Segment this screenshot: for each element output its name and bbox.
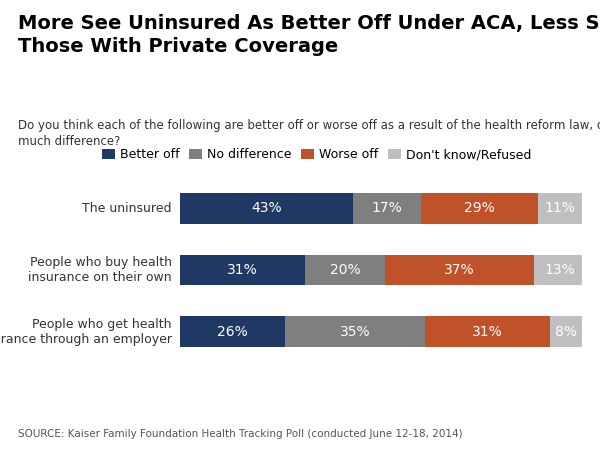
Legend: Better off, No difference, Worse off, Don't know/Refused: Better off, No difference, Worse off, Do… [102,148,531,161]
Text: More See Uninsured As Better Off Under ACA, Less So For
Those With Private Cover: More See Uninsured As Better Off Under A… [18,14,600,56]
Bar [421,193,538,224]
Text: 8%: 8% [555,325,577,339]
Bar [284,316,425,347]
Text: People who get health
insurance through an employer: People who get health insurance through … [0,318,172,346]
Text: People who buy health
insurance on their own: People who buy health insurance on their… [28,256,172,284]
Bar [385,255,534,285]
Text: KAISER: KAISER [524,412,562,421]
Bar [305,255,385,285]
Bar [534,255,586,285]
Text: 26%: 26% [217,325,248,339]
Text: Do you think each of the following are better off or worse off as a result of th: Do you think each of the following are b… [18,119,600,148]
Text: FAMILY: FAMILY [526,425,560,434]
Bar [353,193,421,224]
Text: 13%: 13% [545,263,575,277]
Text: SOURCE: Kaiser Family Foundation Health Tracking Poll (conducted June 12-18, 201: SOURCE: Kaiser Family Foundation Health … [18,429,463,439]
Text: 31%: 31% [227,263,257,277]
Text: 29%: 29% [464,201,495,215]
Bar [550,316,582,347]
Bar [425,316,550,347]
Bar [180,255,305,285]
Text: 31%: 31% [472,325,503,339]
Bar [180,193,353,224]
Text: 43%: 43% [251,201,282,215]
Text: 20%: 20% [329,263,360,277]
Text: 35%: 35% [340,325,370,339]
Text: FOUNDATION: FOUNDATION [522,439,564,445]
Text: 17%: 17% [371,201,403,215]
Bar [180,316,284,347]
Text: 11%: 11% [544,201,575,215]
Text: The uninsured: The uninsured [82,202,172,215]
Text: 37%: 37% [444,263,475,277]
Bar [538,193,582,224]
